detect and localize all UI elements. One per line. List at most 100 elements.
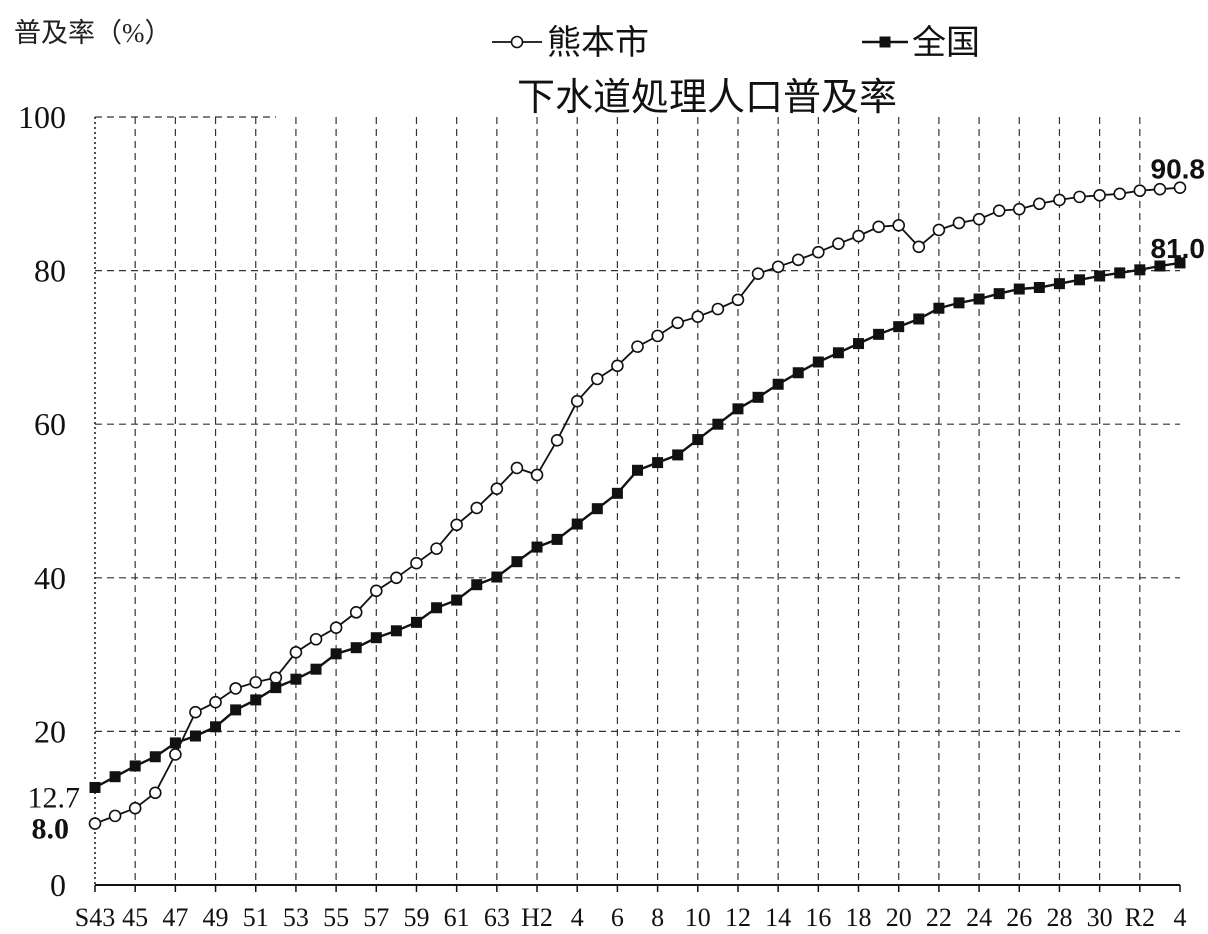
x-tick-label: 16 (805, 903, 831, 932)
point-national (1094, 270, 1106, 282)
point-kumamoto (510, 461, 524, 475)
x-tick-label: 22 (926, 903, 952, 932)
x-tick-label: R2 (1125, 903, 1155, 932)
point-kumamoto (1073, 190, 1086, 204)
point-national (210, 721, 222, 733)
point-kumamoto (390, 571, 403, 585)
point-national (511, 556, 523, 568)
point-kumamoto (189, 705, 202, 719)
point-kumamoto (128, 801, 142, 815)
x-tick-label: 53 (283, 903, 309, 932)
start-label-kumamoto: 8.0 (32, 813, 70, 846)
point-national (169, 737, 181, 749)
x-ticks: S43 45 47 49 51 53 55 57 59 61 63 H2 4 6 8 10 12 14 16 18 20… (75, 885, 1187, 932)
point-kumamoto (651, 329, 664, 343)
point-kumamoto (249, 675, 263, 689)
x-tick-label: 8 (651, 903, 664, 932)
point-kumamoto (148, 786, 162, 800)
point-kumamoto (289, 645, 303, 659)
legend-item-national: 全国 (862, 24, 980, 62)
point-national (973, 293, 985, 305)
x-tick-label: 10 (685, 903, 711, 932)
point-kumamoto (1153, 182, 1167, 196)
x-tick-label: 4 (1174, 903, 1187, 932)
x-tick-label: 59 (403, 903, 429, 932)
point-kumamoto (631, 340, 644, 353)
point-national (652, 457, 664, 469)
point-national (712, 418, 724, 430)
y-tick-label: 0 (50, 867, 66, 903)
x-tick-label: 63 (484, 903, 510, 932)
point-kumamoto (369, 584, 383, 598)
x-tick-label: 49 (203, 903, 229, 932)
point-national (1154, 260, 1166, 272)
series-layer (88, 181, 1187, 830)
point-kumamoto (490, 482, 504, 496)
point-kumamoto (1012, 202, 1026, 216)
point-kumamoto (671, 316, 684, 330)
point-national (1114, 267, 1126, 279)
point-national (1053, 278, 1065, 290)
point-kumamoto (229, 682, 242, 695)
point-kumamoto (611, 359, 624, 373)
point-national (632, 464, 643, 476)
point-national (611, 487, 623, 499)
point-national (591, 503, 603, 515)
point-national (1074, 274, 1086, 286)
series-line-kumamoto (94, 186, 1181, 825)
x-tick-label: 61 (444, 903, 470, 932)
point-kumamoto (269, 671, 283, 684)
point-kumamoto (832, 237, 845, 251)
point-kumamoto (209, 695, 222, 709)
data-labels: 8.0 90.8 12.7 81.0 (28, 154, 1206, 846)
point-national (250, 694, 262, 706)
point-kumamoto (751, 267, 765, 280)
y-tick-label: 100 (18, 99, 66, 135)
filled-square-icon (879, 36, 891, 48)
legend: 熊本市 全国 (492, 24, 980, 62)
point-kumamoto (450, 518, 463, 532)
point-kumamoto (771, 260, 785, 274)
point-national (1013, 283, 1025, 295)
open-circle-icon (510, 35, 524, 49)
point-national (853, 338, 865, 350)
x-tick-label: 4 (571, 903, 584, 932)
point-kumamoto (329, 621, 343, 635)
y-tick-labels: 0 20 40 60 80 100 (18, 99, 66, 903)
point-national (953, 297, 965, 309)
point-kumamoto (349, 606, 363, 619)
point-kumamoto (972, 212, 986, 226)
point-kumamoto (470, 501, 484, 515)
point-kumamoto (852, 229, 865, 243)
axes (94, 117, 1180, 886)
point-national (451, 594, 463, 606)
point-national (290, 673, 302, 685)
point-kumamoto (711, 302, 725, 316)
point-national (1033, 281, 1045, 293)
point-kumamoto (550, 434, 564, 447)
point-kumamoto (1173, 181, 1187, 194)
point-kumamoto (1093, 189, 1106, 202)
point-national (350, 642, 362, 654)
point-kumamoto (1113, 187, 1127, 201)
y-tick-label: 60 (34, 406, 66, 442)
point-kumamoto (169, 748, 182, 761)
point-national (672, 449, 684, 461)
point-kumamoto (892, 218, 906, 232)
point-kumamoto (992, 204, 1006, 217)
point-kumamoto (791, 253, 805, 267)
legend-item-kumamoto: 熊本市 (492, 24, 649, 62)
point-national (1134, 264, 1146, 276)
y-tick-label: 40 (34, 560, 66, 596)
x-tick-label: 24 (966, 903, 992, 932)
point-kumamoto (952, 216, 966, 230)
point-national (792, 367, 804, 379)
point-national (471, 579, 483, 591)
point-kumamoto (591, 372, 604, 386)
legend-label-kumamoto: 熊本市 (547, 24, 649, 62)
point-kumamoto (1033, 197, 1046, 211)
legend-label-national: 全国 (912, 24, 980, 62)
point-national (692, 434, 704, 446)
end-label-kumamoto: 90.8 (1151, 154, 1206, 185)
